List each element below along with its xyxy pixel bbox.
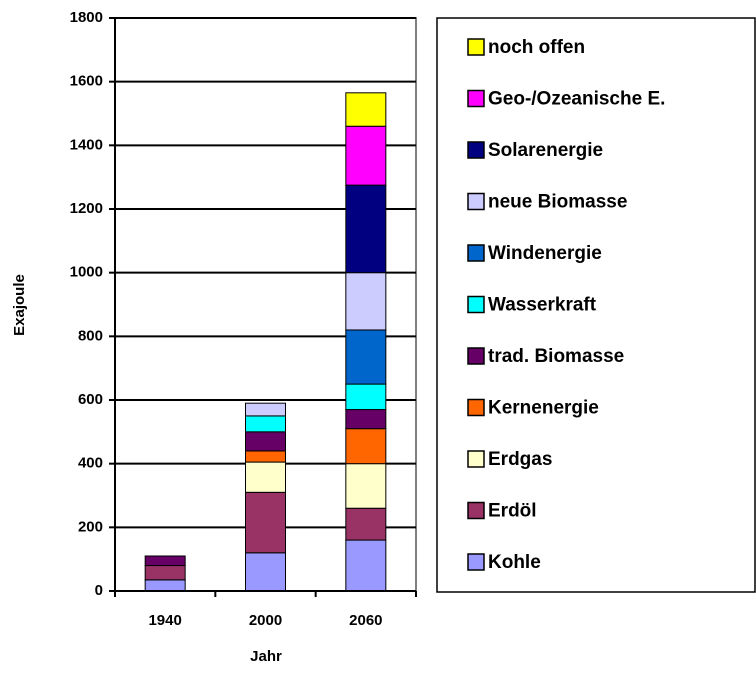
legend-label: Erdöl [488, 501, 537, 522]
bar-segment [345, 463, 387, 509]
legend-swatch [467, 501, 485, 520]
bar-segment [245, 491, 286, 554]
y-axis-label: Exajoule [11, 274, 28, 336]
y-tick-label: 1600 [70, 73, 103, 90]
y-tick-label: 0 [95, 582, 103, 599]
legend-swatch [467, 192, 485, 211]
bar-segment [345, 184, 387, 274]
x-tick-label: 2060 [349, 612, 382, 629]
legend-swatch [467, 244, 485, 262]
bar-segment [245, 431, 286, 452]
legend-label: Kohle [488, 552, 541, 573]
bar-segment [245, 461, 286, 493]
legend-label: Geo-/Ozeanische E. [488, 89, 665, 110]
bar-segment [245, 415, 286, 433]
legend-label: Kernenergie [488, 398, 599, 419]
bar-segment [144, 579, 186, 592]
bar-segment [345, 428, 387, 465]
legend-label: trad. Biomasse [488, 346, 624, 367]
bar-segment [345, 539, 387, 592]
legend-swatch [467, 398, 485, 417]
bar-segment [345, 409, 387, 430]
y-tick-label: 200 [78, 518, 103, 535]
bar-segment [345, 92, 387, 127]
y-tick-label: 400 [78, 455, 103, 472]
legend-swatch [467, 450, 485, 468]
legend-label: noch offen [488, 37, 585, 58]
legend-swatch [467, 141, 485, 159]
legend-swatch [467, 295, 485, 314]
bar-segment [144, 555, 186, 567]
y-tick-label: 600 [78, 391, 103, 408]
legend-label: Wasserkraft [488, 295, 597, 316]
x-tick-label: 2000 [249, 612, 282, 629]
y-tick-label: 800 [78, 327, 103, 344]
legend-swatch [467, 89, 485, 108]
bar-segment [245, 450, 286, 463]
bar-segment [245, 552, 286, 592]
legend-swatch [467, 347, 485, 365]
legend-label: Erdgas [488, 449, 552, 470]
bar-segment [345, 383, 387, 411]
legend-swatch [467, 553, 485, 571]
x-axis-label: Jahr [250, 648, 282, 665]
y-tick-label: 1400 [70, 136, 103, 153]
bar-segment [144, 565, 186, 581]
bar-segment [345, 507, 387, 541]
legend-swatch [467, 38, 485, 56]
y-tick-label: 1000 [70, 264, 103, 281]
legend-label: Solarenergie [488, 140, 603, 161]
bar-segment [245, 402, 286, 417]
bar-segment [345, 125, 387, 186]
bar-segment [345, 329, 387, 385]
y-tick-label: 1800 [70, 9, 103, 26]
bar-segment [345, 272, 387, 331]
legend-label: Windenergie [488, 243, 602, 264]
legend-box [436, 17, 756, 593]
x-tick-label: 1940 [148, 612, 181, 629]
legend-label: neue Biomasse [488, 192, 627, 213]
y-tick-label: 1200 [70, 200, 103, 217]
